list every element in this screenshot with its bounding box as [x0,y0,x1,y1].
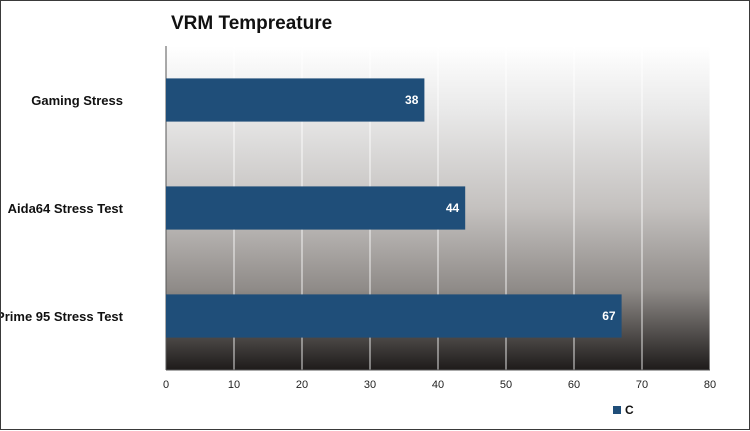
legend: C [613,403,634,417]
legend-label: C [625,403,634,417]
x-tick-label: 70 [636,379,648,391]
x-tick-label: 40 [432,379,444,391]
x-tick-label: 0 [163,379,169,391]
x-tick-label: 80 [704,379,716,391]
x-tick-label: 60 [568,379,580,391]
x-tick-label: 30 [364,379,376,391]
x-tick-label: 50 [500,379,512,391]
x-tick-label: 10 [228,379,240,391]
data-label: 44 [446,201,460,215]
legend-swatch [613,406,621,414]
data-label: 38 [405,93,419,107]
data-label: 67 [602,309,616,323]
category-label: Gaming Stress [31,93,123,108]
x-tick-label: 20 [296,379,308,391]
category-label: Aida64 Stress Test [8,201,124,216]
bar [166,294,622,338]
chart-title: VRM Tempreature [171,13,333,34]
bar [166,186,466,230]
category-label: Prime 95 Stress Test [1,309,124,324]
bar [166,78,425,122]
